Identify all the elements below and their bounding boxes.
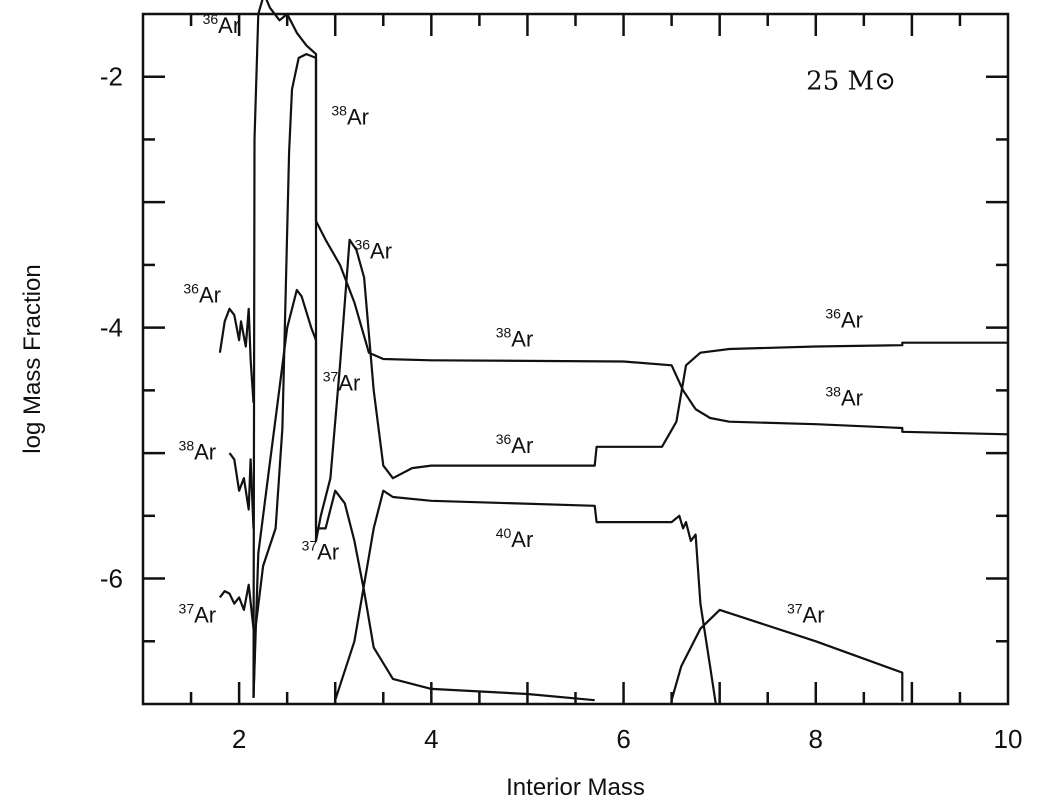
- isotope-label-ar40: 40Ar: [496, 525, 534, 552]
- axis-ticks: [143, 14, 1008, 704]
- isotope-label-ar38: 38Ar: [179, 437, 217, 464]
- series-line-ar37-4: [670, 608, 904, 702]
- isotope-labels: 36Ar 38Ar 36Ar 36Ar 38Ar 36Ar 37Ar 38Ar 36Ar 38Ar…: [179, 11, 863, 628]
- series-line-ar38-1: [252, 53, 1008, 698]
- series-line-ar37-7: [219, 583, 255, 629]
- x-tick-label: 6: [616, 724, 630, 754]
- series-line-ar36-5: [218, 307, 255, 403]
- isotope-label-ar37: 37Ar: [787, 600, 825, 627]
- stellar-mass-annotation: 25 M⊙: [806, 66, 896, 96]
- x-axis-label: Interior Mass: [506, 774, 645, 801]
- isotope-label-ar36: 36Ar: [203, 11, 241, 38]
- tick-labels: 2 4 6 8 10 -6 -4 -2: [100, 62, 1023, 754]
- isotope-label-ar38: 38Ar: [331, 102, 369, 129]
- series-line-ar37-2: [252, 288, 595, 702]
- y-tick-label: -6: [100, 564, 123, 594]
- series-line-ar38-6: [228, 452, 255, 529]
- isotope-label-ar38: 38Ar: [825, 383, 863, 410]
- y-axis-label: log Mass Fraction: [19, 264, 46, 453]
- x-tick-label: 4: [424, 724, 438, 754]
- series-line-ar40-3: [334, 489, 717, 705]
- plot-frame: [141, 12, 1010, 706]
- x-tick-label: 8: [809, 724, 823, 754]
- x-tick-label: 10: [994, 724, 1023, 754]
- isotope-label-ar36: 36Ar: [354, 237, 392, 264]
- y-tick-label: -4: [100, 313, 123, 343]
- y-tick-label: -2: [100, 62, 123, 92]
- isotope-label-ar36: 36Ar: [825, 306, 863, 333]
- isotope-label-ar36: 36Ar: [496, 431, 534, 458]
- isotope-label-ar37: 37Ar: [179, 600, 217, 627]
- series-line-ar36-0: [252, 0, 1009, 698]
- series-curves: [218, 0, 1009, 705]
- isotope-label-ar37: 37Ar: [302, 538, 340, 565]
- x-tick-label: 2: [232, 724, 246, 754]
- isotope-label-ar37: 37Ar: [323, 368, 361, 395]
- isotope-label-ar36: 36Ar: [183, 281, 221, 308]
- isotope-label-ar38: 38Ar: [496, 324, 534, 351]
